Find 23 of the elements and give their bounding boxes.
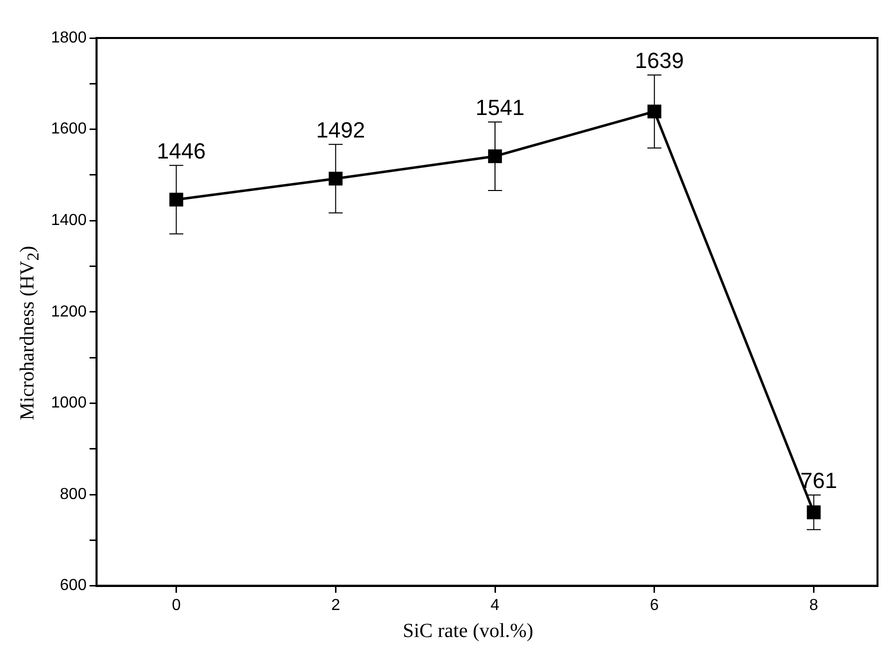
data-label: 1492	[316, 117, 366, 142]
x-axis-title: SiC rate (vol.%)	[402, 620, 534, 642]
x-tick-label: 4	[490, 596, 500, 614]
x-tick-label: 6	[650, 596, 659, 614]
data-label: 1446	[156, 138, 206, 164]
x-tick-label: 2	[331, 596, 340, 614]
point	[806, 505, 821, 520]
point	[488, 149, 502, 164]
data-label: 761	[800, 468, 838, 494]
y-tick-label: 1600	[51, 120, 87, 138]
y-tick-label: 1400	[51, 212, 87, 230]
y-tick-label: 600	[60, 577, 87, 594]
data-label: 1541	[476, 95, 524, 120]
point	[647, 104, 662, 118]
point	[328, 172, 343, 186]
data-label: 1639	[634, 48, 684, 74]
x-tick-label: 8	[809, 596, 818, 614]
y-tick-label: 1200	[51, 303, 87, 320]
x-tick-label: 0	[172, 596, 181, 614]
y-tick-label: 1000	[51, 394, 87, 412]
y-tick-label: 1800	[51, 29, 87, 46]
point	[169, 192, 184, 207]
y-tick-label: 800	[60, 486, 87, 503]
